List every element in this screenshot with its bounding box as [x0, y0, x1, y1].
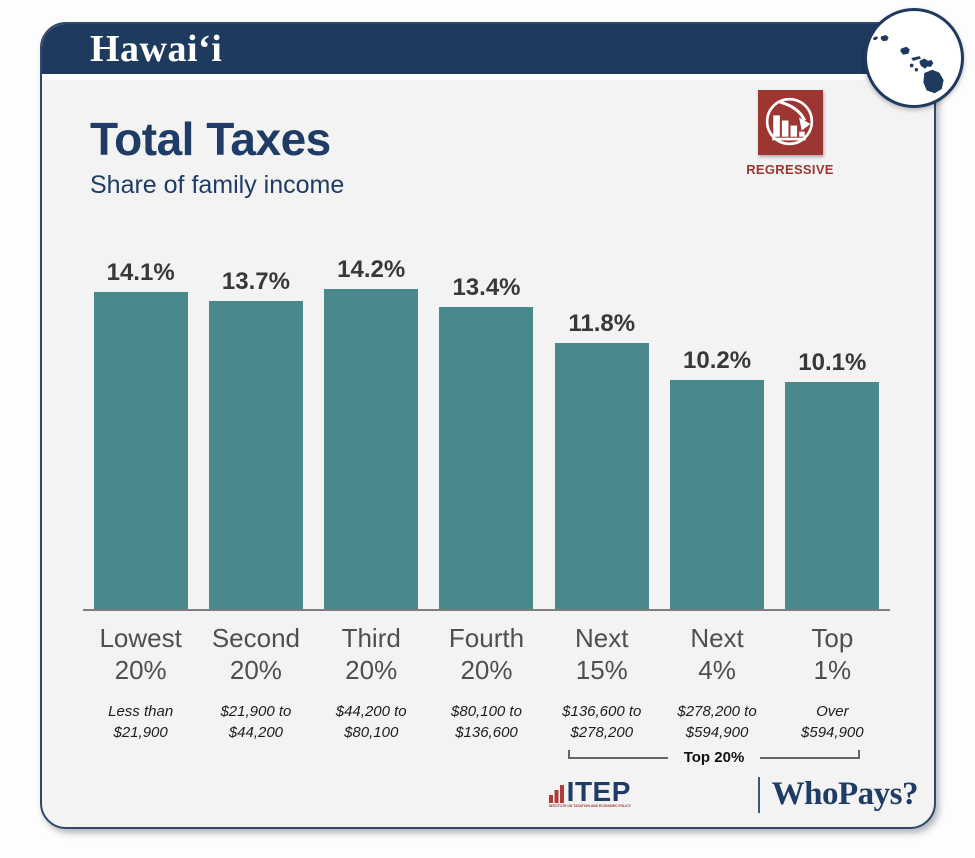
income-range: $136,600 to $278,200	[562, 703, 642, 741]
category-label-group: Third 20% $44,200 to $80,100	[314, 622, 429, 743]
category-label-group: Lowest 20% Less than $21,900	[83, 622, 198, 743]
page-title: Total Taxes	[90, 113, 331, 165]
hawaii-map-icon	[864, 8, 964, 108]
category-name: Second 20%	[211, 623, 301, 685]
bracket-right-line	[760, 749, 861, 759]
report-card: Hawaiʻi Total Taxes Share of family inco…	[40, 22, 936, 829]
bar-column: 14.1%	[83, 259, 198, 609]
bar-value-label: 13.4%	[452, 274, 521, 301]
itep-logo-top: ITEP	[548, 776, 631, 807]
income-range: $44,200 to $80,100	[335, 703, 407, 741]
state-header-band: Hawaiʻi	[42, 24, 934, 80]
category-name: Lowest 20%	[99, 623, 182, 685]
itep-bars-icon	[548, 785, 564, 803]
bar-value-label: 13.7%	[221, 268, 290, 295]
category-name: Third 20%	[341, 623, 401, 685]
bar	[208, 301, 303, 609]
regressive-trend-icon	[757, 90, 823, 155]
regressive-badge-label: REGRESSIVE	[746, 162, 834, 177]
category-name: Fourth 20%	[448, 623, 525, 685]
category-name: Top 1%	[811, 623, 854, 685]
plot-area: 14.1% 13.7% 14.2% 13.4% 11.8% 10.2% 10.1…	[83, 256, 890, 611]
category-labels: Lowest 20% Less than $21,900 Second 20% $21…	[83, 622, 890, 743]
category-label-group: Second 20% $21,900 to $44,200	[198, 622, 313, 743]
logo-divider	[757, 776, 760, 813]
regressive-badge: REGRESSIVE	[744, 90, 836, 177]
income-range: Less than $21,900	[108, 703, 174, 741]
category-name: Next 15%	[575, 623, 629, 685]
bar-value-label: 10.2%	[683, 347, 752, 374]
income-range: $278,200 to $594,900	[677, 703, 757, 741]
bar-column: 10.2%	[659, 347, 774, 609]
category-label-group: Next 15% $136,600 to $278,200	[544, 622, 659, 743]
bar-value-label: 10.1%	[798, 349, 867, 376]
bar	[670, 380, 765, 609]
page-subtitle: Share of family income	[90, 171, 345, 199]
bar-value-label: 14.2%	[337, 256, 406, 283]
income-range: Over $594,900	[801, 703, 864, 741]
bar-column: 10.1%	[775, 349, 890, 609]
whopays-wordmark: WhoPays?	[771, 776, 919, 812]
top20-bracket: Top 20%	[568, 746, 861, 768]
bar	[93, 292, 188, 609]
itep-wordmark: ITEP	[566, 776, 631, 807]
itep-logo: ITEP INSTITUTE ON TAXATION AND ECONOMIC …	[548, 776, 744, 809]
bracket-label: Top 20%	[683, 748, 745, 766]
state-title: Hawaiʻi	[90, 28, 223, 70]
bar	[324, 289, 419, 609]
bracket-left-line	[568, 749, 668, 759]
income-range: $21,900 to $44,200	[220, 703, 292, 741]
footer-logos: ITEP INSTITUTE ON TAXATION AND ECONOMIC …	[548, 776, 919, 813]
itep-caption: INSTITUTE ON TAXATION AND ECONOMIC POLIC…	[548, 804, 631, 808]
bar-column: 13.7%	[198, 268, 313, 609]
bar	[554, 343, 649, 609]
bar-column: 14.2%	[314, 256, 429, 609]
bar-value-label: 11.8%	[568, 310, 636, 337]
category-label-group: Fourth 20% $80,100 to $136,600	[429, 622, 544, 743]
category-label-group: Top 1% Over $594,900	[775, 622, 890, 743]
income-range: $80,100 to $136,600	[451, 703, 522, 741]
bar	[439, 307, 534, 609]
category-name: Next 4%	[690, 623, 744, 685]
bar-column: 11.8%	[544, 310, 659, 609]
bar-value-label: 14.1%	[106, 259, 175, 286]
bar-column: 13.4%	[429, 274, 544, 609]
category-label-group: Next 4% $278,200 to $594,900	[659, 622, 774, 743]
bar	[785, 382, 880, 609]
